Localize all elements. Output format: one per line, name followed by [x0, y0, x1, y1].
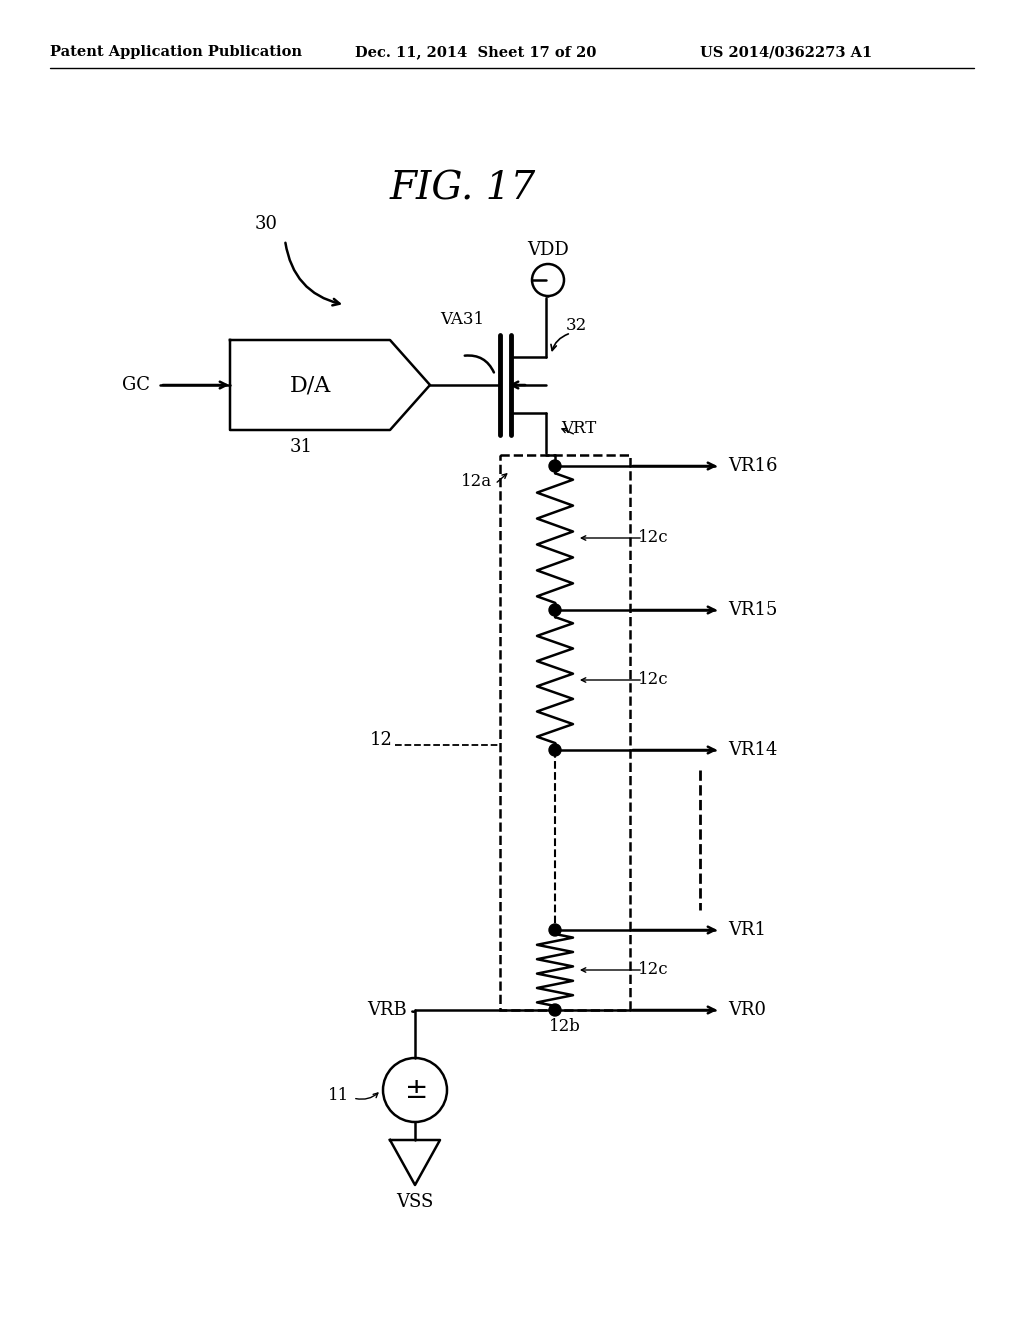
Text: 30: 30 — [255, 215, 278, 234]
Text: 12: 12 — [370, 731, 393, 748]
Text: VR1: VR1 — [728, 921, 766, 939]
Text: 32: 32 — [566, 317, 587, 334]
Text: Patent Application Publication: Patent Application Publication — [50, 45, 302, 59]
Text: VR14: VR14 — [728, 741, 777, 759]
Text: VR15: VR15 — [728, 601, 777, 619]
Text: D/A: D/A — [290, 374, 331, 396]
Text: VA31: VA31 — [440, 312, 484, 327]
Circle shape — [549, 605, 561, 616]
Bar — [500, 455, 630, 1010]
Text: VDD: VDD — [527, 242, 569, 259]
Circle shape — [549, 924, 561, 936]
Circle shape — [549, 1005, 561, 1016]
Text: Dec. 11, 2014  Sheet 17 of 20: Dec. 11, 2014 Sheet 17 of 20 — [355, 45, 596, 59]
Text: $\pm$: $\pm$ — [403, 1077, 426, 1104]
Text: 31: 31 — [290, 438, 313, 455]
Text: VRB: VRB — [368, 1001, 407, 1019]
Text: US 2014/0362273 A1: US 2014/0362273 A1 — [700, 45, 872, 59]
Text: VR0: VR0 — [728, 1001, 766, 1019]
Text: 12c: 12c — [638, 961, 669, 978]
Circle shape — [549, 459, 561, 473]
Text: FIG. 17: FIG. 17 — [390, 170, 537, 207]
Text: 11: 11 — [328, 1086, 349, 1104]
Text: 12b: 12b — [549, 1018, 581, 1035]
Text: GC: GC — [122, 376, 150, 393]
Text: VR16: VR16 — [728, 457, 777, 475]
Circle shape — [549, 744, 561, 756]
Text: VSS: VSS — [396, 1193, 434, 1210]
Text: VRT: VRT — [561, 420, 596, 437]
Text: 12a: 12a — [461, 473, 492, 490]
Text: 12c: 12c — [638, 529, 669, 546]
Text: 12c: 12c — [638, 672, 669, 689]
